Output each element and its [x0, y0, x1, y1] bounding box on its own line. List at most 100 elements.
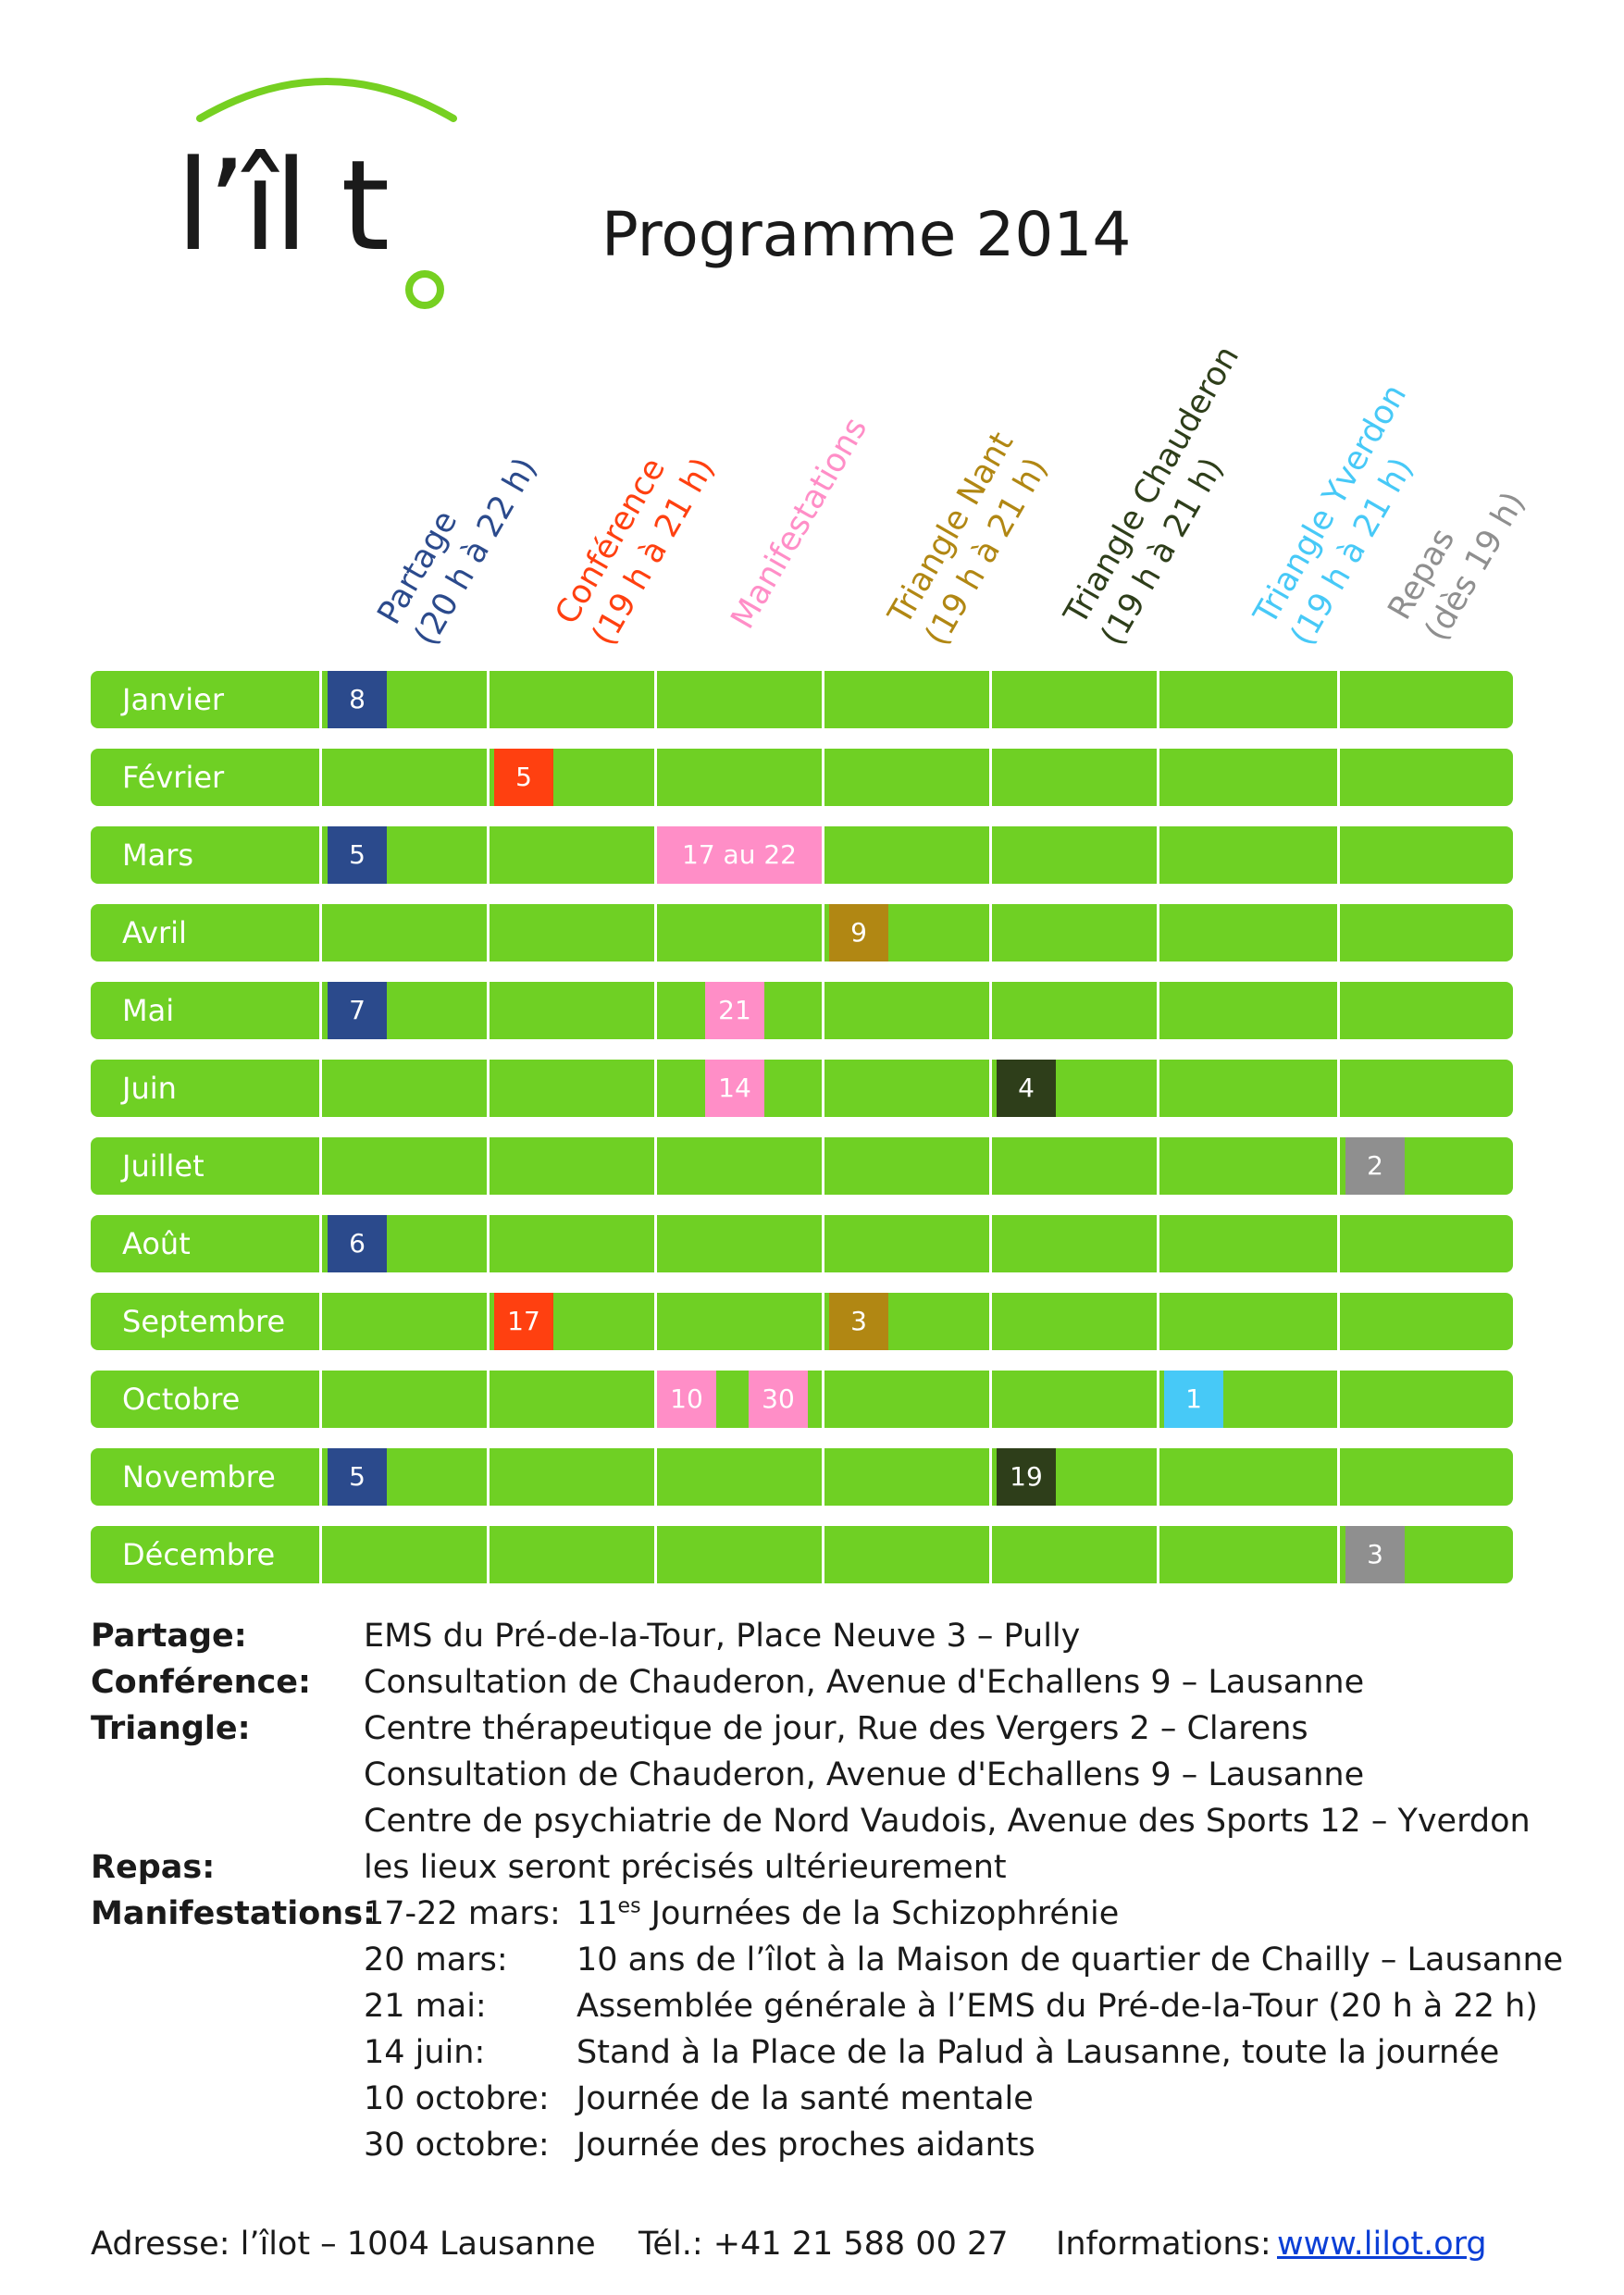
- event-manifestations: 30: [749, 1371, 808, 1428]
- info-label: Repas:: [91, 1849, 216, 1886]
- event-conference: 17: [494, 1293, 553, 1350]
- month-row: Avril 9: [91, 904, 1513, 961]
- month-row: Septembre 17 3: [91, 1293, 1513, 1350]
- column-separator: [989, 1526, 992, 1583]
- column-separator: [989, 982, 992, 1039]
- column-separator: [822, 749, 824, 806]
- column-separator: [1157, 826, 1159, 884]
- footer: Adresse: l’îlot – 1004 Lausanne Tél.: +4…: [91, 2221, 1571, 2267]
- month-label: Mars: [122, 837, 194, 873]
- column-separator: [654, 1137, 657, 1195]
- month-label: Juillet: [122, 1148, 205, 1184]
- info-text: Consultation de Chauderon, Avenue d'Echa…: [364, 1664, 1365, 1701]
- column-header-nant: Triangle Nant (19 h à 21 h): [879, 425, 1060, 653]
- logo: l’îl t: [176, 56, 490, 315]
- event-partage: 5: [328, 1448, 387, 1506]
- column-separator: [989, 1293, 992, 1350]
- column-separator: [822, 1137, 824, 1195]
- manif-desc: Assemblée générale à l’EMS du Pré-de-la-…: [576, 1988, 1538, 2025]
- month-label: Septembre: [122, 1304, 286, 1339]
- column-separator: [989, 1060, 992, 1117]
- manif-ordinal-suffix: es: [617, 1894, 641, 1918]
- column-separator: [319, 1293, 322, 1350]
- month-label: Mai: [122, 993, 175, 1028]
- page-title: Programme 2014: [601, 199, 1132, 270]
- event-manifestations: 21: [705, 982, 764, 1039]
- column-separator: [1157, 982, 1159, 1039]
- event-nant: 9: [829, 904, 888, 961]
- footer-phone: Tél.: +41 21 588 00 27: [638, 2226, 1009, 2263]
- column-separator: [1157, 1293, 1159, 1350]
- column-separator: [319, 982, 322, 1039]
- column-separator: [319, 1371, 322, 1428]
- column-separator: [1157, 1137, 1159, 1195]
- column-separator: [989, 1215, 992, 1272]
- column-separator: [822, 904, 824, 961]
- column-separator: [487, 826, 490, 884]
- column-separator: [1337, 904, 1340, 961]
- month-label: Juin: [122, 1071, 177, 1106]
- event-chauderon: 4: [997, 1060, 1056, 1117]
- manif-date: 30 octobre:: [364, 2127, 550, 2164]
- column-separator: [822, 1215, 824, 1272]
- column-separator: [319, 749, 322, 806]
- column-separator: [1157, 1448, 1159, 1506]
- event-repas: 2: [1345, 1137, 1405, 1195]
- manif-desc: Journée de la santé mentale: [576, 2080, 1034, 2117]
- column-separator: [822, 826, 824, 884]
- column-separator: [654, 826, 657, 884]
- month-row: Juin 14 4: [91, 1060, 1513, 1117]
- column-separator: [1337, 749, 1340, 806]
- logo-arc: [196, 78, 457, 122]
- month-row: Mars 5 17 au 22: [91, 826, 1513, 884]
- month-row: Janvier 8: [91, 671, 1513, 728]
- manif-date: 10 octobre:: [364, 2080, 550, 2117]
- column-separator: [319, 1215, 322, 1272]
- column-separator: [1337, 1448, 1340, 1506]
- event-partage: 8: [328, 671, 387, 728]
- month-label: Février: [122, 760, 225, 795]
- column-separator: [654, 1060, 657, 1117]
- info-label: Conférence:: [91, 1664, 312, 1701]
- month-row: Mai 7 21: [91, 982, 1513, 1039]
- event-yverdon: 1: [1164, 1371, 1223, 1428]
- column-separator: [1337, 1060, 1340, 1117]
- event-partage: 7: [328, 982, 387, 1039]
- column-separator: [1337, 1293, 1340, 1350]
- column-header-conference: Conférence (19 h à 21 h): [546, 429, 725, 653]
- month-row: Octobre 10 30 1: [91, 1371, 1513, 1428]
- event-partage: 6: [328, 1215, 387, 1272]
- column-separator: [1157, 749, 1159, 806]
- column-separator: [654, 982, 657, 1039]
- month-label: Novembre: [122, 1459, 276, 1495]
- month-row: Août 6: [91, 1215, 1513, 1272]
- column-separator: [989, 904, 992, 961]
- column-separator: [319, 1137, 322, 1195]
- column-separator: [1157, 1371, 1159, 1428]
- footer-website-link[interactable]: www.lilot.org: [1277, 2226, 1487, 2263]
- event-nant: 3: [829, 1293, 888, 1350]
- manif-ordinal: 11: [576, 1895, 618, 1932]
- logo-circle: [405, 270, 444, 309]
- event-repas: 3: [1345, 1526, 1405, 1583]
- manif-desc: Stand à la Place de la Palud à Lausanne,…: [576, 2034, 1500, 2071]
- manif-desc: 10 ans de l’îlot à la Maison de quartier…: [576, 1941, 1564, 1979]
- column-separator: [487, 1293, 490, 1350]
- column-separator: [1157, 1060, 1159, 1117]
- column-separator: [654, 1293, 657, 1350]
- column-separator: [654, 1371, 657, 1428]
- info-label: Partage:: [91, 1618, 247, 1655]
- column-separator: [822, 1526, 824, 1583]
- column-separator: [319, 1526, 322, 1583]
- column-separator: [822, 982, 824, 1039]
- month-label: Octobre: [122, 1382, 241, 1417]
- event-chauderon: 19: [997, 1448, 1056, 1506]
- column-header-title: Manifestations: [724, 411, 875, 636]
- month-row: Juillet 2: [91, 1137, 1513, 1195]
- column-separator: [654, 1215, 657, 1272]
- column-separator: [1337, 1526, 1340, 1583]
- column-separator: [319, 1448, 322, 1506]
- column-separator: [487, 1060, 490, 1117]
- manif-desc: 11es Journées de la Schizophrénie: [576, 1891, 1119, 1937]
- month-row: Novembre 5 19: [91, 1448, 1513, 1506]
